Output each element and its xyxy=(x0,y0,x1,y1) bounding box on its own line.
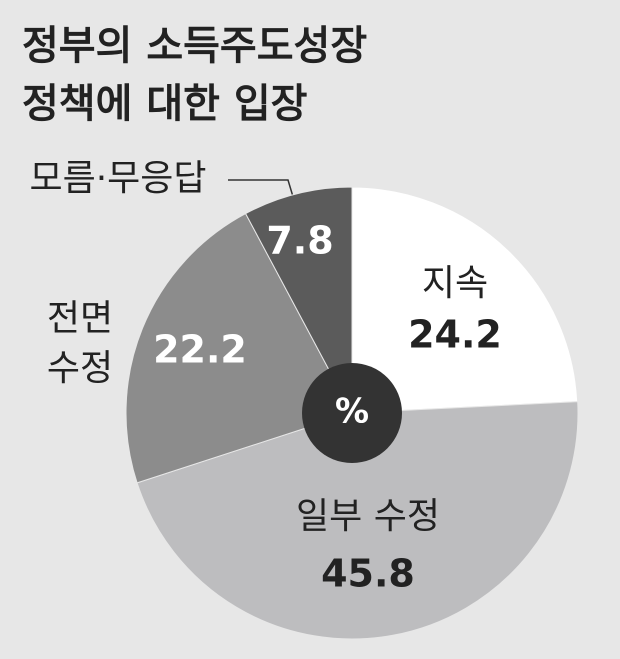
slice-label: 모름·무응답 xyxy=(29,158,206,199)
pie-slice xyxy=(125,212,353,484)
slice-label: 일부 수정 xyxy=(296,496,440,537)
leader-line xyxy=(228,179,295,201)
center-circle xyxy=(302,363,402,463)
slice-label: 지속 xyxy=(422,263,488,304)
value-label: 22.2 xyxy=(153,328,247,372)
value-label: 7.8 xyxy=(266,219,333,263)
chart-title-line: 정책에 대한 입장 xyxy=(22,81,308,127)
slice-label-line: 수정 xyxy=(47,348,113,389)
slice-label-line: 전면 xyxy=(47,298,113,339)
value-label: 45.8 xyxy=(321,552,415,596)
pie-slice xyxy=(136,401,579,640)
chart-title-line: 정부의 소득주도성장 xyxy=(22,23,367,69)
pie-slice xyxy=(244,186,353,414)
center-label: % xyxy=(335,392,369,432)
value-label: 24.2 xyxy=(408,313,502,357)
pie-slice xyxy=(351,186,579,414)
